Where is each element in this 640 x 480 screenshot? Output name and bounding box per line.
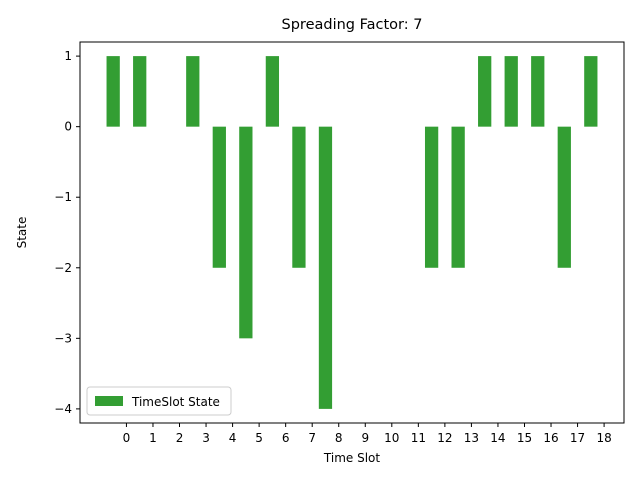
bar-slot-13 bbox=[451, 126, 465, 268]
x-tick-label: 4 bbox=[229, 431, 237, 445]
legend-box bbox=[86, 386, 232, 416]
x-tick-label: 11 bbox=[411, 431, 426, 445]
x-tick-label: 7 bbox=[308, 431, 316, 445]
x-tick-label: 10 bbox=[384, 431, 399, 445]
x-tick-label: 14 bbox=[490, 431, 505, 445]
bar-slot-6 bbox=[265, 56, 280, 127]
x-tick-label: 9 bbox=[361, 431, 369, 445]
y-axis-ticks: 1 0 −1 −2 −3 −4 bbox=[54, 49, 80, 416]
bar-slot-3 bbox=[186, 56, 200, 127]
x-tick-label: 6 bbox=[282, 431, 290, 445]
legend: TimeSlot State bbox=[86, 386, 232, 416]
y-tick-label: −4 bbox=[54, 402, 72, 416]
x-tick-label: 17 bbox=[570, 431, 585, 445]
bar-slot-0 bbox=[106, 56, 120, 127]
bar-slot-17 bbox=[557, 126, 571, 268]
bar-slot-4 bbox=[212, 126, 226, 268]
x-axis-label: Time Slot bbox=[323, 451, 380, 465]
bar-slot-12 bbox=[424, 126, 439, 268]
x-tick-label: 16 bbox=[543, 431, 558, 445]
y-tick-label: −3 bbox=[54, 331, 72, 345]
x-tick-label: 0 bbox=[123, 431, 131, 445]
y-tick-label: −1 bbox=[54, 190, 72, 204]
x-tick-label: 15 bbox=[517, 431, 532, 445]
y-axis-label: State bbox=[15, 217, 29, 249]
plot-frame bbox=[79, 41, 625, 424]
y-tick-label: 0 bbox=[64, 120, 72, 134]
x-tick-label: 12 bbox=[437, 431, 452, 445]
bar-slot-18 bbox=[584, 56, 598, 127]
x-tick-label: 5 bbox=[255, 431, 263, 445]
bar-slot-1 bbox=[133, 56, 147, 127]
bar-slot-14 bbox=[478, 56, 492, 127]
bar-slot-8 bbox=[318, 126, 333, 409]
legend-label: TimeSlot State bbox=[131, 395, 220, 409]
bars-group bbox=[106, 56, 598, 409]
y-tick-label: −2 bbox=[54, 261, 72, 275]
bar-slot-5 bbox=[239, 126, 253, 339]
y-tick-label: 1 bbox=[64, 49, 72, 63]
x-axis-ticks: 0 1 2 3 4 5 6 7 8 9 10 11 12 13 14 15 16 17 18 bbox=[123, 423, 612, 445]
x-tick-label: 3 bbox=[202, 431, 210, 445]
x-tick-label: 1 bbox=[149, 431, 157, 445]
chart-title: Spreading Factor: 7 bbox=[282, 17, 423, 33]
x-tick-label: 13 bbox=[464, 431, 479, 445]
bar-slot-15 bbox=[504, 56, 518, 127]
bar-slot-7 bbox=[292, 126, 306, 268]
x-tick-label: 2 bbox=[176, 431, 184, 445]
x-tick-label: 8 bbox=[335, 431, 343, 445]
legend-swatch bbox=[95, 396, 123, 406]
bar-slot-16 bbox=[531, 56, 545, 127]
x-tick-label: 18 bbox=[596, 431, 611, 445]
